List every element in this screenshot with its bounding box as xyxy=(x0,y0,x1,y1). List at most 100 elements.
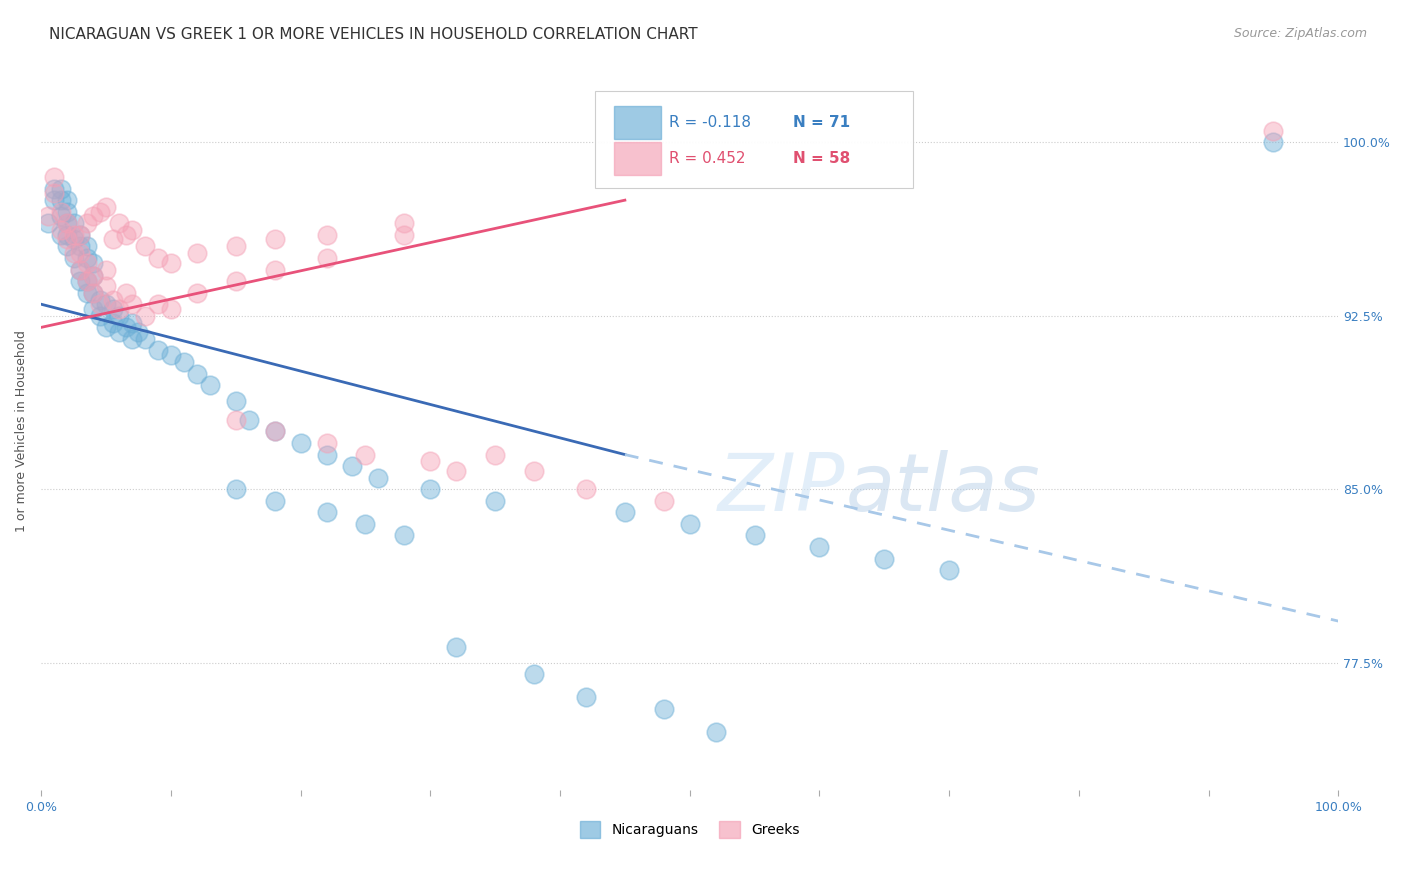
Point xyxy=(49,181,72,195)
Point xyxy=(76,274,98,288)
Point xyxy=(315,227,337,242)
Text: NICARAGUAN VS GREEK 1 OR MORE VEHICLES IN HOUSEHOLD CORRELATION CHART: NICARAGUAN VS GREEK 1 OR MORE VEHICLES I… xyxy=(49,27,697,42)
Point xyxy=(82,269,104,284)
Text: R = -0.118: R = -0.118 xyxy=(669,115,751,130)
Point xyxy=(354,448,377,462)
Point xyxy=(114,227,136,242)
Point xyxy=(225,482,247,496)
Point xyxy=(1263,136,1285,150)
FancyBboxPatch shape xyxy=(614,142,661,175)
FancyBboxPatch shape xyxy=(595,91,912,187)
Point xyxy=(873,551,896,566)
Point xyxy=(652,493,675,508)
Point xyxy=(263,493,285,508)
Point xyxy=(121,297,143,311)
Text: ZIP: ZIP xyxy=(718,450,845,528)
Point xyxy=(121,316,143,330)
Point xyxy=(342,459,364,474)
Point xyxy=(394,528,416,542)
Point xyxy=(69,227,91,242)
Point xyxy=(484,493,506,508)
Point xyxy=(44,186,66,201)
Point xyxy=(89,309,111,323)
Point xyxy=(446,464,468,478)
Point xyxy=(94,278,117,293)
Point xyxy=(938,563,960,577)
Point xyxy=(49,193,72,207)
Point xyxy=(89,204,111,219)
Point xyxy=(446,640,468,654)
Text: N = 58: N = 58 xyxy=(793,151,851,166)
Point xyxy=(82,210,104,224)
Point xyxy=(62,227,84,242)
Point xyxy=(56,216,79,230)
Point xyxy=(354,516,377,531)
Point xyxy=(82,301,104,316)
Point xyxy=(225,413,247,427)
Point xyxy=(108,301,131,316)
Point xyxy=(263,232,285,246)
Point xyxy=(44,181,66,195)
Point xyxy=(94,200,117,214)
Point xyxy=(56,204,79,219)
Point xyxy=(101,232,124,246)
Point xyxy=(37,216,59,230)
Point xyxy=(575,482,598,496)
Point xyxy=(69,227,91,242)
Point xyxy=(56,227,79,242)
Point xyxy=(76,216,98,230)
Point xyxy=(238,413,260,427)
Point xyxy=(315,448,337,462)
Point xyxy=(62,232,84,246)
Point xyxy=(56,239,79,253)
Point xyxy=(315,505,337,519)
Point xyxy=(108,216,131,230)
Point xyxy=(134,309,156,323)
Point xyxy=(37,210,59,224)
Point xyxy=(613,505,636,519)
Point xyxy=(704,725,727,739)
Point xyxy=(419,482,441,496)
Point xyxy=(146,297,169,311)
Point xyxy=(56,232,79,246)
Point xyxy=(101,316,124,330)
Point xyxy=(225,239,247,253)
Point xyxy=(744,528,766,542)
Point xyxy=(101,293,124,307)
Point xyxy=(101,301,124,316)
Point xyxy=(134,239,156,253)
Legend: Nicaraguans, Greeks: Nicaraguans, Greeks xyxy=(574,816,806,844)
Point xyxy=(89,297,111,311)
Point xyxy=(523,667,546,681)
Point xyxy=(225,274,247,288)
Point xyxy=(69,262,91,277)
Point xyxy=(82,255,104,269)
Point xyxy=(394,227,416,242)
Point xyxy=(186,367,208,381)
Point xyxy=(94,320,117,334)
Point xyxy=(76,251,98,265)
Point xyxy=(263,262,285,277)
Point xyxy=(76,255,98,269)
Point xyxy=(419,454,441,468)
Point xyxy=(160,348,183,362)
Point xyxy=(186,246,208,260)
Point xyxy=(76,285,98,300)
Point xyxy=(198,378,221,392)
Point xyxy=(69,239,91,253)
Point xyxy=(94,297,117,311)
Point xyxy=(69,246,91,260)
Text: N = 71: N = 71 xyxy=(793,115,851,130)
Point xyxy=(114,285,136,300)
Point xyxy=(146,343,169,358)
Point xyxy=(89,293,111,307)
FancyBboxPatch shape xyxy=(614,106,661,139)
Point xyxy=(263,425,285,439)
Point xyxy=(225,394,247,409)
Point xyxy=(108,325,131,339)
Point xyxy=(69,262,91,277)
Point xyxy=(44,169,66,184)
Point xyxy=(575,690,598,705)
Point xyxy=(315,436,337,450)
Point xyxy=(127,325,149,339)
